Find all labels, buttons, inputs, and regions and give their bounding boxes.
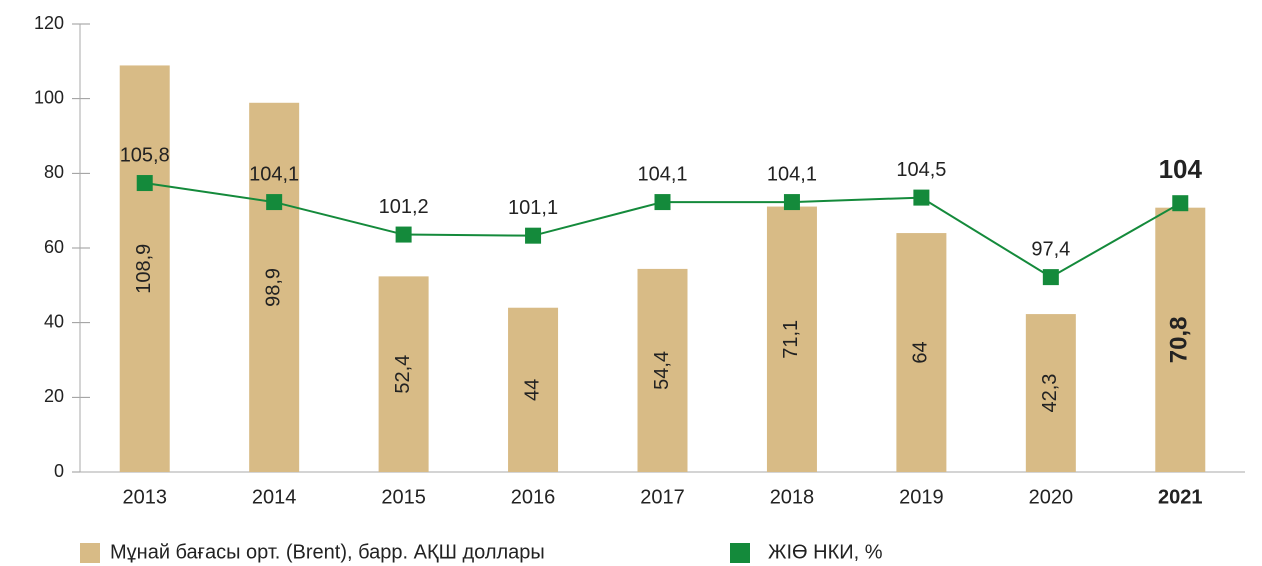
line-value-label: 101,1 xyxy=(508,197,558,219)
bar-value-label: 44 xyxy=(521,379,543,401)
x-tick-label: 2014 xyxy=(252,486,297,508)
bar xyxy=(766,206,817,472)
line-marker xyxy=(1172,195,1189,212)
line-marker xyxy=(913,189,930,206)
y-tick-label: 60 xyxy=(44,237,64,257)
x-tick-label: 2017 xyxy=(640,486,685,508)
line-value-label: 104 xyxy=(1159,154,1203,184)
y-tick-label: 40 xyxy=(44,311,64,331)
bar xyxy=(1155,207,1206,472)
bar-value-label: 54,4 xyxy=(651,351,673,390)
y-tick-label: 100 xyxy=(34,87,64,107)
legend-label: Мұнай бағасы орт. (Brent), барр. АҚШ дол… xyxy=(110,541,545,563)
line-value-label: 105,8 xyxy=(120,144,170,166)
line-marker xyxy=(654,194,671,211)
bar-value-label: 64 xyxy=(910,341,932,363)
bar xyxy=(508,307,559,472)
bar xyxy=(249,102,300,473)
line-marker xyxy=(1042,269,1059,286)
line-value-label: 101,2 xyxy=(379,196,429,218)
bar-value-label: 71,1 xyxy=(780,320,802,359)
legend-swatch xyxy=(730,543,750,563)
x-tick-label: 2018 xyxy=(770,486,815,508)
x-tick-label: 2020 xyxy=(1029,486,1074,508)
x-tick-label: 2016 xyxy=(511,486,556,508)
bar xyxy=(1025,314,1076,472)
x-tick-label: 2021 xyxy=(1158,486,1203,508)
line-value-label: 104,1 xyxy=(637,163,687,185)
bar-value-label: 42,3 xyxy=(1039,374,1061,413)
line-value-label: 97,4 xyxy=(1031,238,1070,260)
bar-value-label: 98,9 xyxy=(262,268,284,307)
line-marker xyxy=(525,227,542,244)
x-tick-label: 2013 xyxy=(122,486,167,508)
y-tick-label: 20 xyxy=(44,386,64,406)
bar-value-label: 70,8 xyxy=(1166,316,1193,363)
line-marker xyxy=(266,194,283,211)
line-marker xyxy=(783,194,800,211)
x-tick-label: 2019 xyxy=(899,486,944,508)
bar-value-label: 108,9 xyxy=(133,244,155,294)
line-value-label: 104,1 xyxy=(767,163,817,185)
y-tick-label: 0 xyxy=(54,461,64,481)
bar xyxy=(119,65,170,472)
legend-label: ЖІӨ НКИ, % xyxy=(768,541,883,563)
y-tick-label: 80 xyxy=(44,162,64,182)
bar-value-label: 52,4 xyxy=(392,355,414,394)
x-tick-label: 2015 xyxy=(381,486,426,508)
bar xyxy=(637,268,688,472)
bar xyxy=(896,233,947,472)
line-value-label: 104,1 xyxy=(249,163,299,185)
line-marker xyxy=(136,175,153,192)
line-value-label: 104,5 xyxy=(896,159,946,181)
legend-swatch xyxy=(80,543,100,563)
bar xyxy=(378,276,429,472)
y-tick-label: 120 xyxy=(34,13,64,33)
line-marker xyxy=(395,226,412,243)
